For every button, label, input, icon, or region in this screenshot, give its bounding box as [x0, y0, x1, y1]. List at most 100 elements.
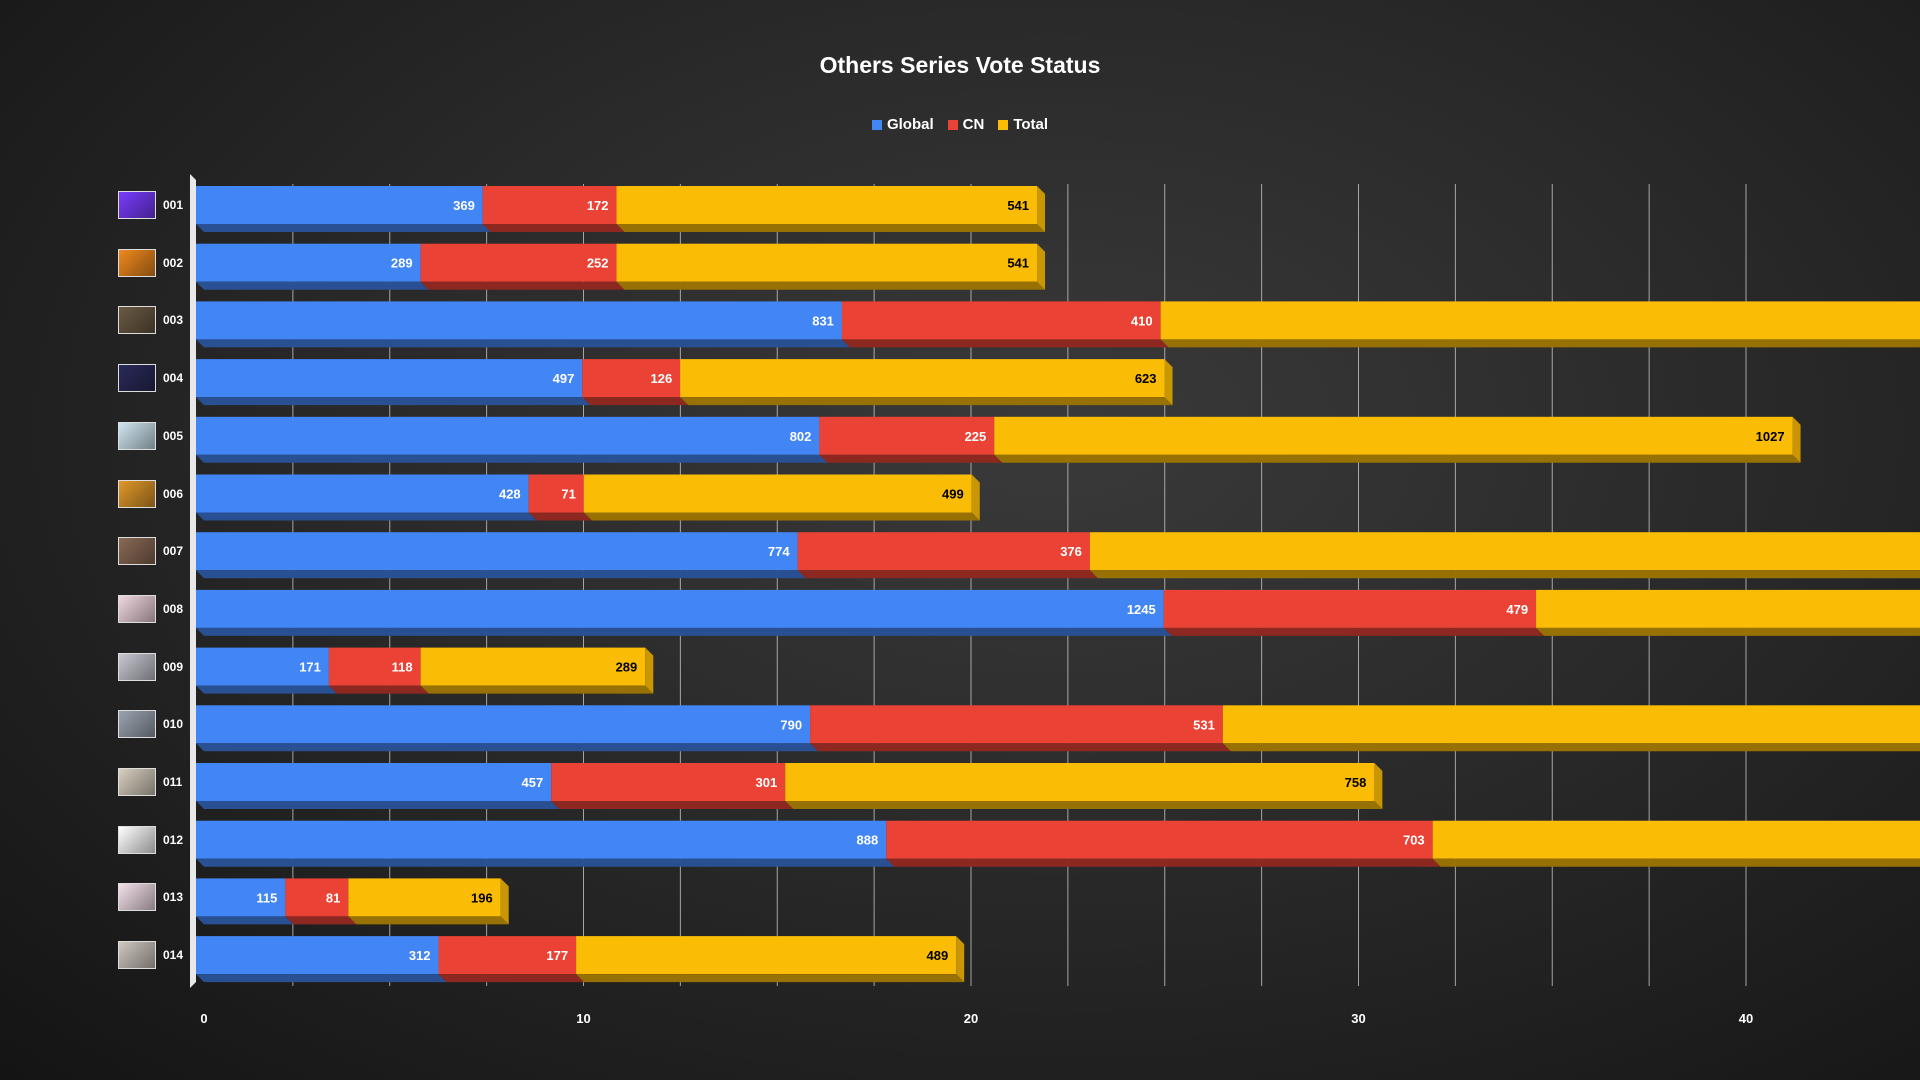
bar-global-label: 428 [499, 487, 521, 502]
storm-thumbnail [118, 710, 156, 739]
bar-cn [810, 705, 1223, 744]
bar-total-bottom [583, 512, 980, 521]
bar-global-bottom [196, 512, 537, 521]
bar-cn-label: 225 [965, 429, 987, 444]
girl-portrait-thumbnail [118, 883, 156, 912]
category-label: 014 [163, 948, 184, 963]
bar-total-side [645, 647, 654, 694]
bar-global [196, 763, 552, 801]
dark-armor-thumbnail [118, 364, 156, 393]
bar-global [196, 301, 842, 340]
bar-cn-bottom [582, 397, 689, 406]
bar-total-bottom [1222, 743, 1920, 752]
purple-swirl-thumbnail [118, 191, 156, 219]
bar-cn-label: 252 [587, 256, 609, 271]
bar-cn-bottom [482, 224, 625, 232]
bar-cn-label: 177 [546, 948, 568, 963]
pink-flower-thumbnail [118, 594, 156, 623]
bar-cn-label: 703 [1403, 833, 1425, 848]
legend-item-total[interactable]: Total [998, 116, 1048, 133]
bar-total-side [1164, 359, 1173, 406]
bar-total [1160, 301, 1920, 340]
bar-global-bottom [196, 454, 828, 463]
bar-global [196, 589, 1164, 628]
bar-total-side [1037, 186, 1046, 232]
bar-total-label: 623 [1135, 371, 1157, 386]
bar-total-bottom [680, 397, 1173, 406]
bar-global-bottom [196, 801, 560, 809]
x-tick-label: 10 [576, 1011, 590, 1026]
bar-cn-bottom [285, 916, 357, 925]
category-label: 001 [163, 198, 184, 212]
bar-global-label: 831 [812, 313, 834, 328]
legend-swatch-total [998, 119, 1009, 130]
bar-total-label: 1027 [1756, 429, 1785, 444]
bar-global-label: 457 [522, 775, 544, 790]
x-tick-label: 20 [964, 1011, 978, 1026]
bar-global [196, 532, 798, 571]
bar-total [583, 474, 972, 513]
bar-total-side [1792, 416, 1801, 463]
bar-cn-label: 172 [587, 198, 609, 213]
bar-cn-label: 301 [755, 775, 777, 790]
bar-cn [551, 763, 786, 801]
category-label: 005 [163, 428, 184, 443]
bar-global-label: 289 [391, 256, 413, 271]
chart-title: Others Series Vote Status [819, 52, 1101, 78]
bar-global-bottom [196, 685, 337, 694]
bar-global-bottom [196, 339, 850, 348]
bar-total [994, 416, 1793, 455]
category-label: 006 [163, 486, 184, 501]
bar-global-label: 888 [857, 833, 879, 848]
bar-cn [482, 186, 617, 224]
bar-cn-label: 81 [326, 890, 340, 905]
bar-total-side [1037, 243, 1046, 290]
bar-cn-label: 71 [561, 487, 575, 502]
legend-label-total: Total [1013, 116, 1049, 133]
bar-global-label: 115 [256, 890, 277, 905]
bar-cn [438, 936, 577, 975]
legend-label-cn: CN [962, 116, 985, 133]
legend-item-global[interactable]: Global [871, 116, 934, 133]
bar-total [420, 647, 646, 686]
bar-total [1089, 532, 1920, 571]
bar-total-bottom [576, 974, 965, 983]
category-label: 013 [163, 890, 184, 905]
bar-total [576, 936, 957, 975]
bar-global-label: 312 [409, 948, 431, 963]
bar-total-bottom [1536, 627, 1920, 636]
bar-cn [1163, 589, 1537, 628]
bar-global-label: 1245 [1127, 602, 1156, 617]
bar-global-bottom [196, 627, 1172, 636]
legend: Global CN Total [0, 116, 1920, 133]
bar-total-bottom [616, 281, 1046, 290]
bar-cn-bottom [797, 570, 1098, 579]
bar-cn-label: 118 [392, 660, 413, 675]
bar-global-bottom [196, 397, 591, 406]
bar-global-bottom [196, 974, 447, 983]
bar-global [196, 359, 583, 398]
bar-cn-bottom [328, 685, 429, 694]
sky-clouds-thumbnail [118, 421, 156, 450]
category-label: 007 [163, 544, 184, 559]
category-label: 004 [163, 371, 184, 386]
bar-cn-label: 531 [1193, 717, 1215, 732]
bar-cn [582, 359, 681, 398]
bar-cn [886, 820, 1433, 859]
bar-total-label: 196 [471, 890, 493, 905]
bar-cn [797, 532, 1090, 571]
bar-global-label: 369 [453, 198, 475, 213]
bar-global-label: 802 [790, 429, 812, 444]
brown-room-thumbnail [118, 306, 156, 335]
bar-total-side [500, 878, 509, 925]
legend-item-cn[interactable]: CN [947, 116, 985, 133]
bar-global-label: 790 [780, 717, 802, 732]
bar-cn-label: 126 [651, 371, 673, 386]
bar-global-bottom [196, 224, 491, 232]
axis-wall [190, 174, 196, 988]
bar-total-side [971, 474, 980, 521]
bar-global [196, 186, 483, 224]
bar-global [196, 474, 529, 513]
legend-swatch-cn [947, 119, 958, 130]
